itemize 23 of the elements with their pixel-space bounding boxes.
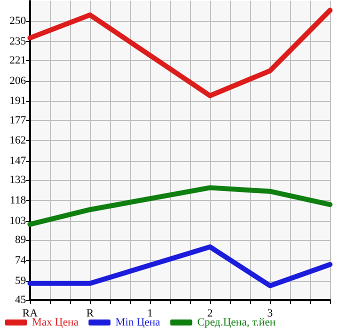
legend-label: Min Цена <box>116 316 160 328</box>
y-tick-label: 45 <box>15 294 26 306</box>
y-tick-label: 221 <box>10 54 26 66</box>
y-tick-label: 74 <box>15 254 26 267</box>
x-tick-label: 2 <box>207 308 213 320</box>
legend-label: Max Цена <box>32 316 79 328</box>
y-tick-label: 103 <box>10 215 26 228</box>
y-tick-label: 250 <box>10 14 26 27</box>
y-tick-label: 177 <box>10 114 26 126</box>
x-tick-label: R <box>86 308 94 320</box>
y-tick-label: 133 <box>10 174 26 186</box>
x-tick-label: 1 <box>147 308 153 320</box>
y-tick-label: 162 <box>10 134 26 147</box>
y-tick-label: 147 <box>10 155 26 168</box>
y-tick-label: 89 <box>15 234 26 246</box>
x-tick-label: RA <box>22 308 38 320</box>
legend-label: Сред.Цена, т.йен <box>197 316 276 328</box>
y-tick-label: 59 <box>15 274 26 287</box>
y-tick-label: 118 <box>10 194 26 207</box>
y-tick-label: 191 <box>10 95 26 108</box>
y-tick-label: 235 <box>10 35 26 48</box>
x-tick-label: 3 <box>267 308 274 320</box>
y-tick-label: 206 <box>10 74 26 87</box>
